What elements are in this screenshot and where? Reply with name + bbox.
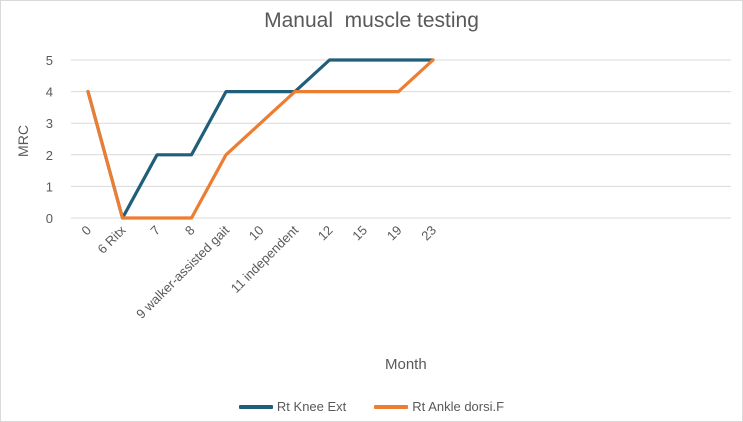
legend: Rt Knee Ext Rt Ankle dorsi.F — [1, 399, 742, 414]
legend-item-knee: Rt Knee Ext — [238, 399, 347, 414]
x-tick-label: 23 — [418, 223, 439, 244]
y-tick-label: 3 — [46, 116, 53, 131]
legend-label-ankle: Rt Ankle dorsi.F — [412, 399, 505, 414]
y-tick-label: 0 — [46, 211, 53, 226]
x-axis-title: Month — [385, 356, 427, 373]
x-tick-label: 7 — [147, 223, 163, 239]
x-tick-label: 8 — [182, 223, 198, 239]
x-tick-label: 15 — [349, 223, 370, 244]
series-line-0 — [86, 58, 435, 220]
y-tick-label: 1 — [46, 179, 53, 194]
series-line-1 — [86, 58, 435, 220]
chart-title: Manual muscle testing — [264, 9, 479, 32]
legend-label-knee: Rt Knee Ext — [276, 399, 347, 414]
legend-swatch-knee — [238, 404, 273, 409]
x-tick-label: 19 — [384, 223, 405, 244]
x-tick-label: 10 — [246, 223, 267, 244]
x-tick-label: 9 walker-assisted gait — [133, 222, 232, 321]
x-tick-label: 0 — [78, 223, 94, 239]
y-tick-label: 5 — [46, 53, 53, 68]
x-tick-label: 12 — [315, 223, 336, 244]
x-tick-label: 6 Ritx — [95, 222, 129, 256]
legend-swatch-ankle — [374, 404, 409, 409]
y-tick-label: 4 — [46, 85, 53, 100]
y-tick-label: 2 — [46, 148, 53, 163]
legend-item-ankle: Rt Ankle dorsi.F — [374, 399, 504, 414]
